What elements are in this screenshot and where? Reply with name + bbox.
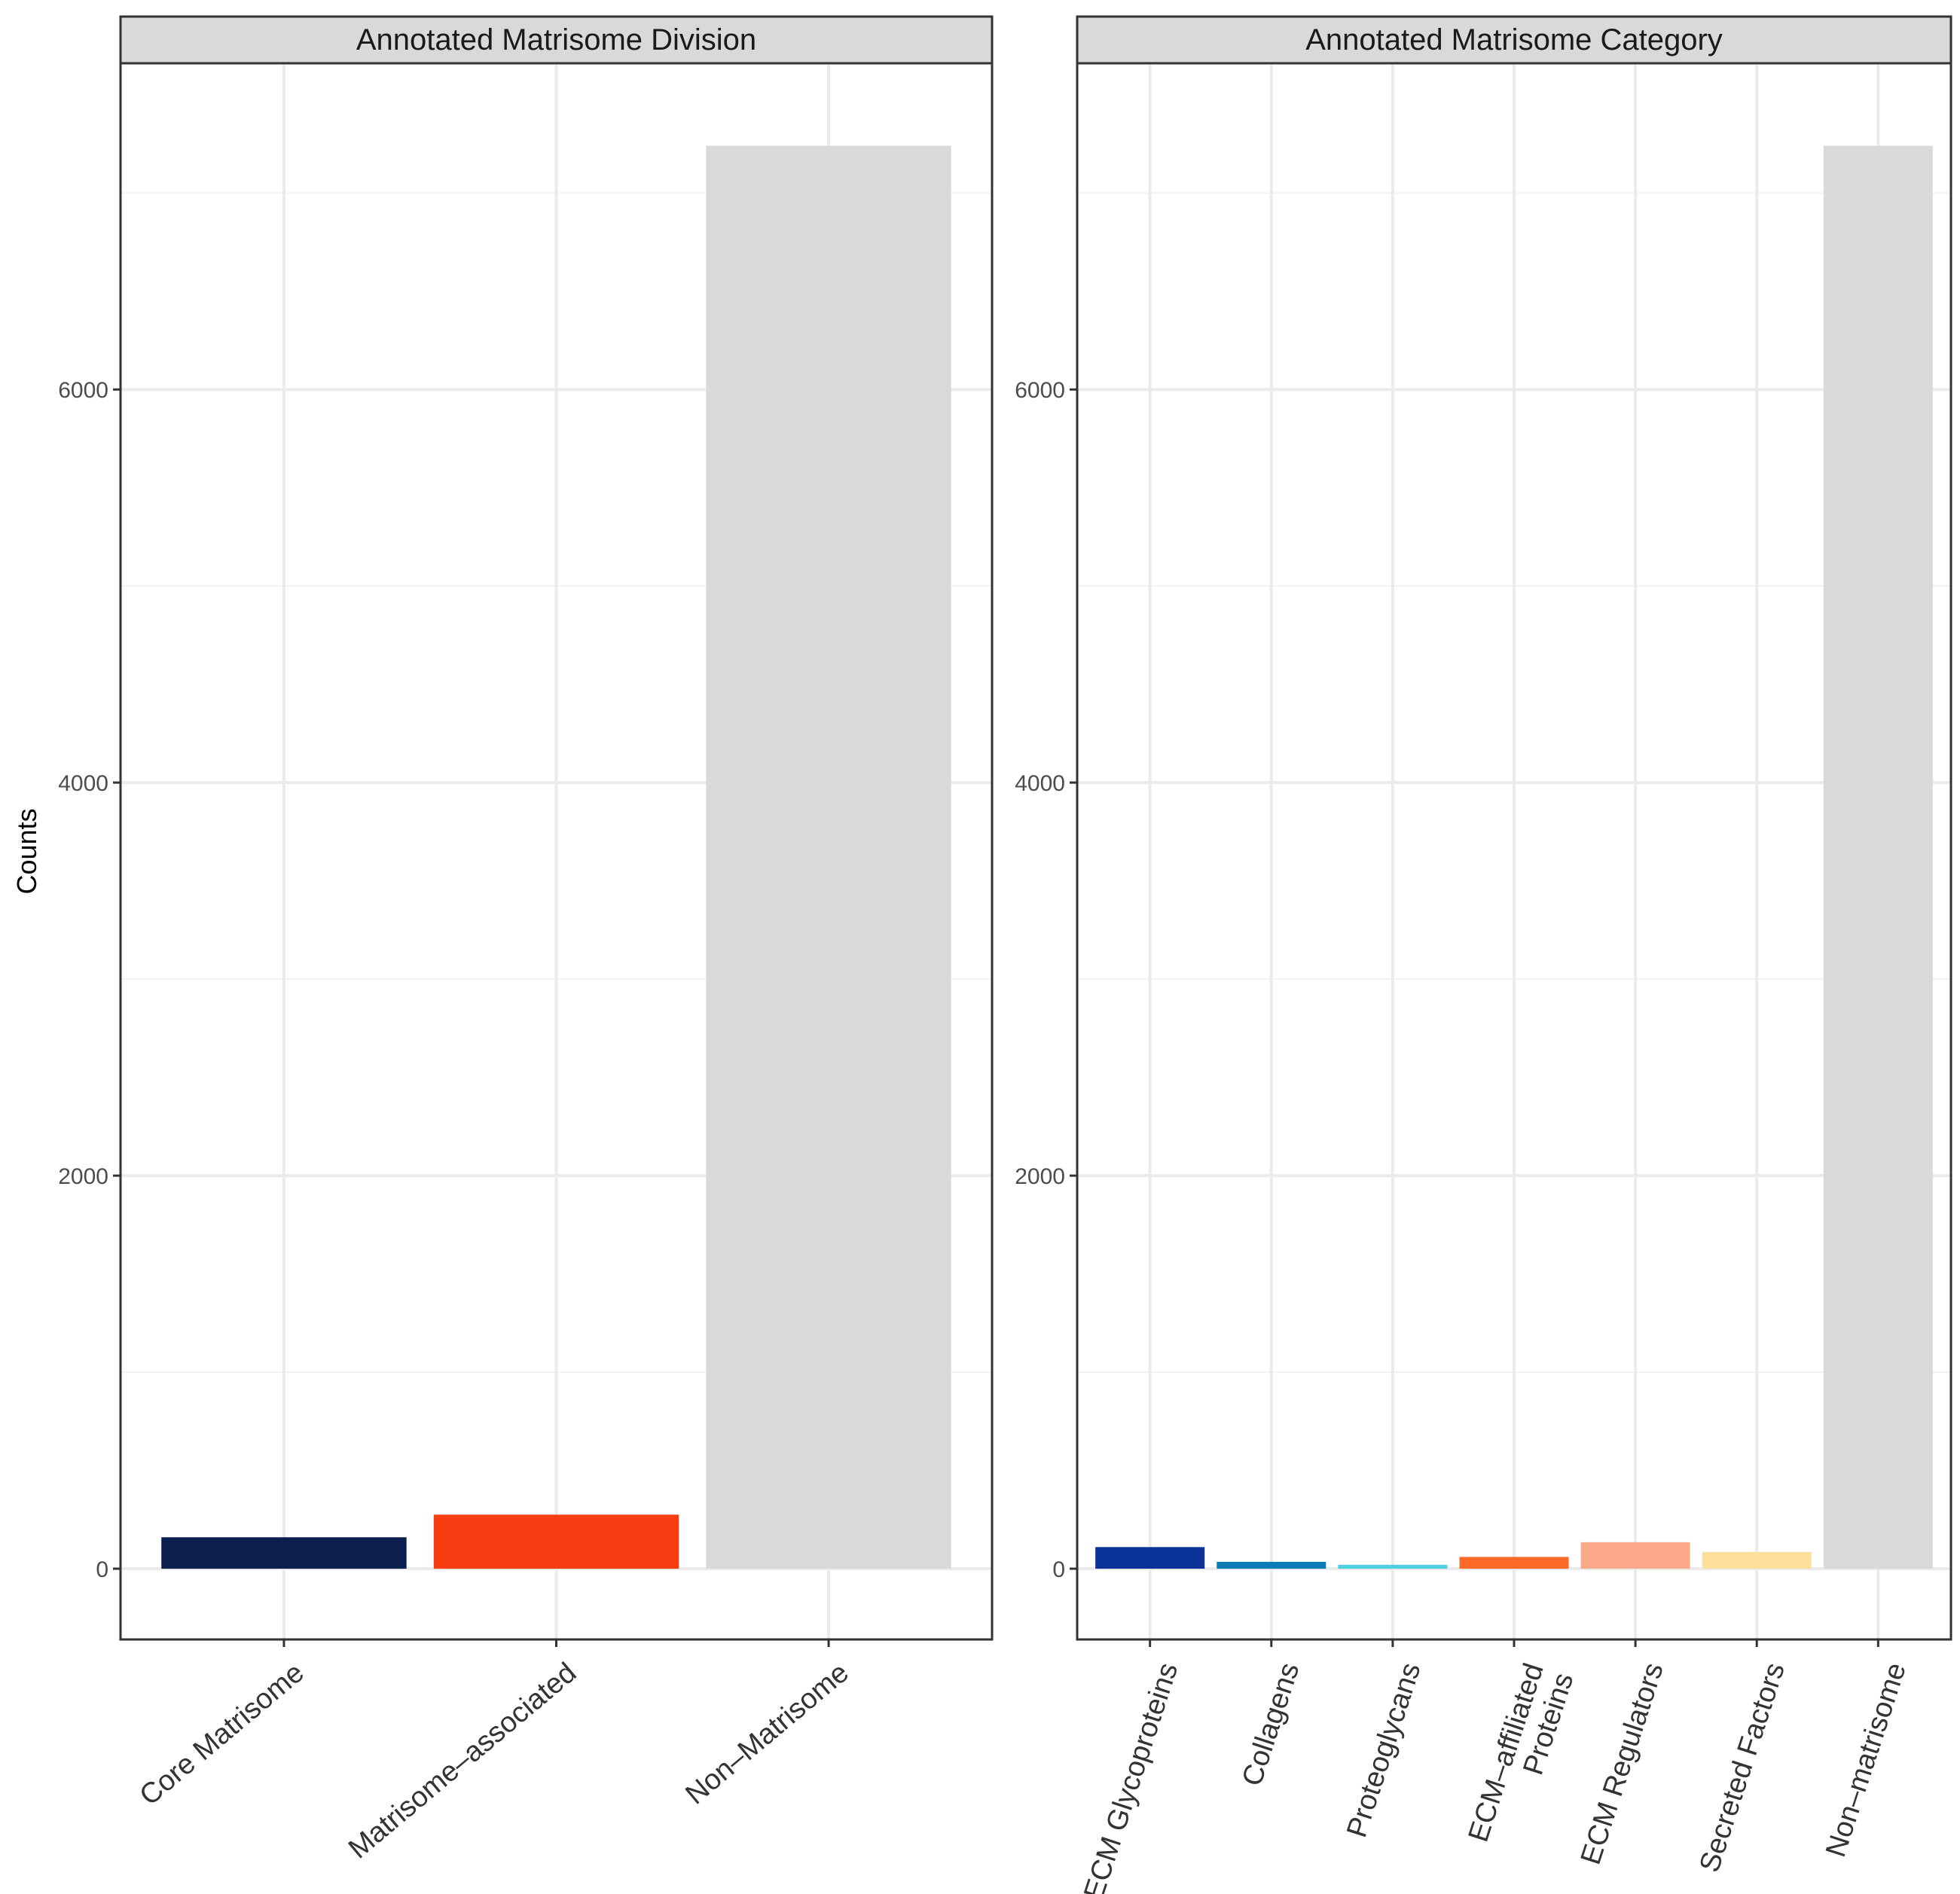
division-panel: Annotated Matrisome Division 0 2000 4000 600…: [11, 15, 994, 1865]
x-tick-label: ECM Regulators: [1575, 1659, 1670, 1868]
category-panel: Annotated Matrisome Category 0 2000 4000 600…: [1015, 15, 1952, 1894]
x-tick-label: ECM–affiliatedProteins: [1463, 1660, 1580, 1856]
x-tick-label: ECM Glycoproteins: [1078, 1659, 1184, 1894]
y-tick-label: 4000: [1015, 771, 1065, 796]
bar: [1095, 1547, 1205, 1569]
y-tick-label: 6000: [1015, 378, 1065, 403]
bar: [1823, 145, 1933, 1569]
bar: [1459, 1557, 1569, 1569]
panel-strip: [1076, 15, 1952, 65]
x-tick-label: Matrisome–associated: [343, 1657, 582, 1865]
panel-title: Annotated Matrisome Division: [356, 23, 756, 56]
bar: [1338, 1564, 1448, 1569]
y-tick-label: 0: [1052, 1557, 1065, 1582]
panel-title: Annotated Matrisome Category: [1305, 23, 1723, 56]
x-tick-label: Non–Matrisome: [679, 1657, 854, 1811]
x-tick-label: Collagens: [1236, 1659, 1305, 1790]
y-tick-label: 0: [96, 1557, 108, 1582]
bar: [706, 145, 951, 1569]
bar: [161, 1537, 407, 1569]
bar: [1702, 1551, 1812, 1569]
y-tick-label: 2000: [58, 1164, 108, 1189]
bar: [1580, 1542, 1690, 1569]
y-tick-label: 6000: [58, 378, 108, 403]
y-axis-title: Counts: [11, 808, 42, 894]
panel-strip: [119, 15, 994, 65]
y-tick-label: 2000: [1015, 1164, 1065, 1189]
y-tick-label: 4000: [58, 771, 108, 796]
bar: [433, 1514, 679, 1569]
x-tick-label: Non–matrisome: [1820, 1659, 1913, 1861]
x-tick-label: Secreted Factors: [1694, 1659, 1791, 1876]
x-tick-label: Proteoglycans: [1341, 1659, 1427, 1841]
x-tick-label: Core Matrisome: [134, 1657, 310, 1812]
bar: [1217, 1561, 1327, 1569]
